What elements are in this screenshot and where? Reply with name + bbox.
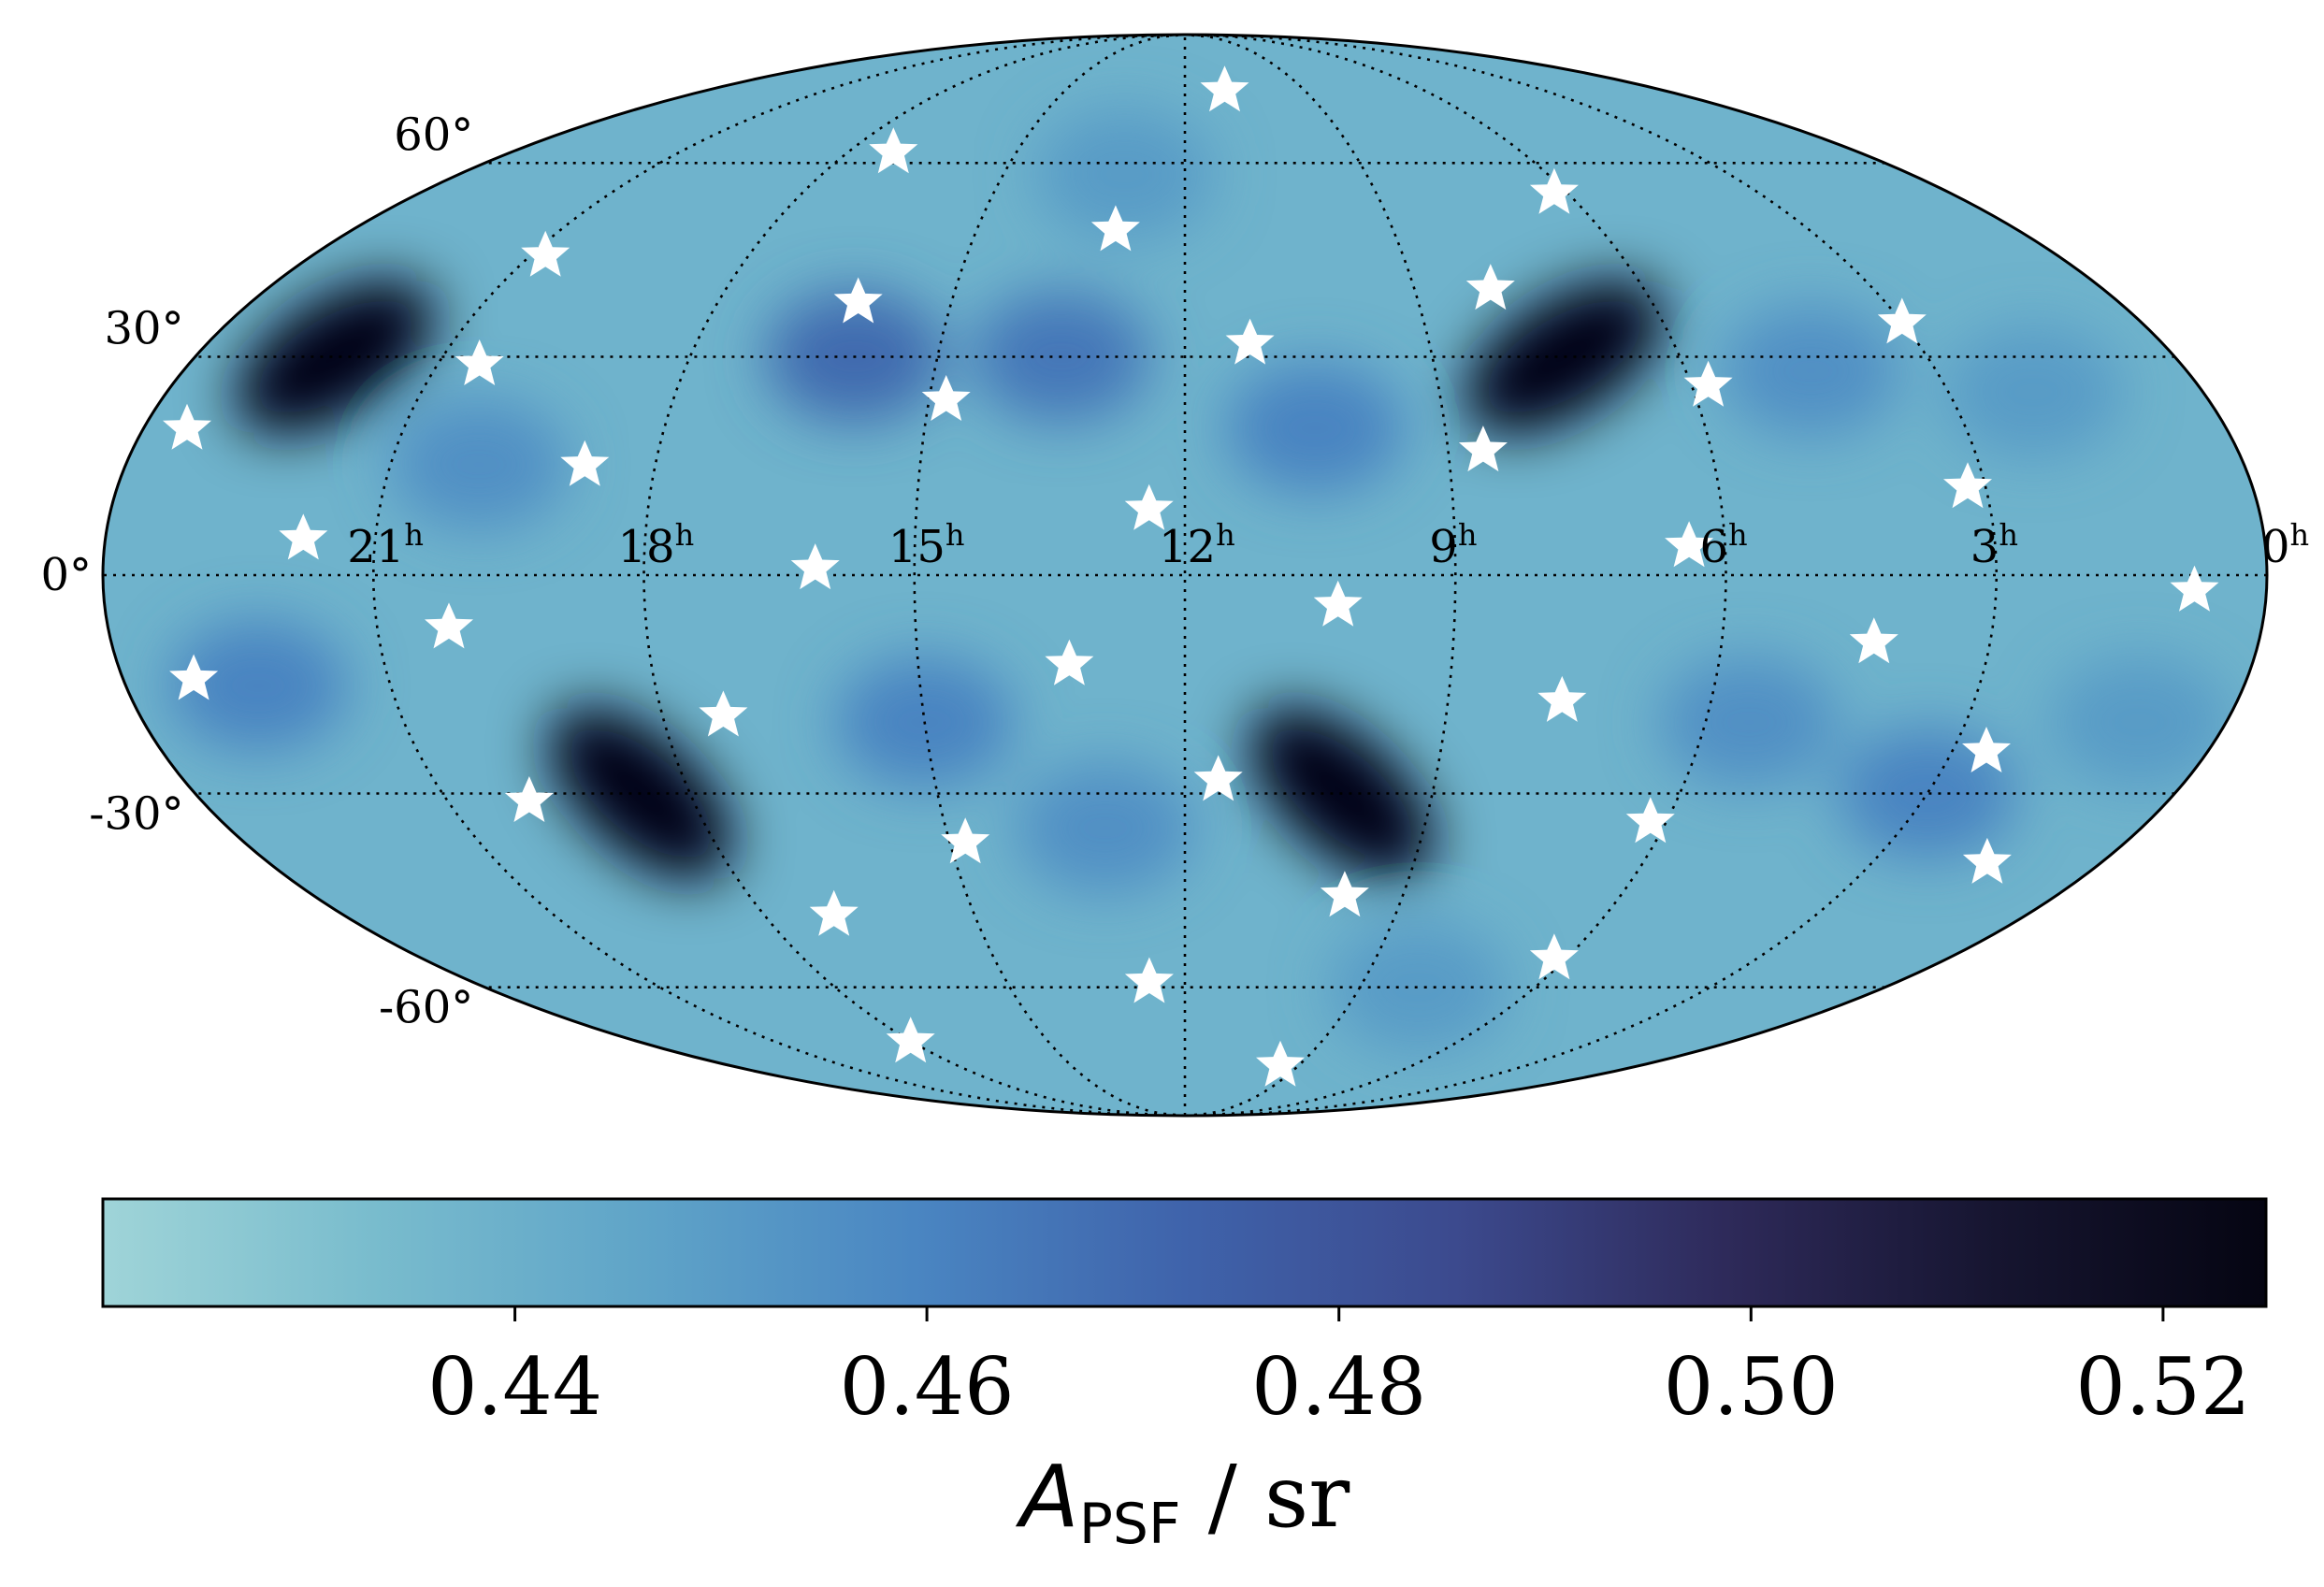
ra-tick-label-sup: h — [945, 517, 965, 553]
heat-blob — [1329, 921, 1508, 1053]
ra-tick-label: 0h — [2261, 517, 2309, 573]
heat-blob — [169, 620, 348, 752]
dec-tick-label: 60° — [394, 108, 473, 161]
colorbar-label-subscript: PSF — [1079, 1492, 1181, 1557]
ra-tick-label-sup: h — [404, 517, 424, 553]
heat-blob — [1035, 108, 1214, 240]
map-border — [101, 33, 2269, 1118]
heat-blob — [2050, 656, 2229, 788]
colorbar-ticks: 0.44 0.46 0.48 0.50 0.52 — [427, 1306, 2250, 1433]
colorbar-tick-label: 0.44 — [427, 1341, 602, 1433]
heat-blob — [1226, 362, 1405, 494]
ra-tick-label-number: 12 — [1159, 521, 1216, 573]
ra-tick-label-sup: h — [1458, 517, 1478, 553]
ra-tick-label-sup: h — [675, 517, 695, 553]
ra-tick-label: 9h — [1429, 517, 1477, 573]
heat-blob — [1838, 728, 2016, 859]
dec-tick-labels: 60° 30° 0° -30° -60° — [40, 108, 473, 1033]
ra-tick-label-number: 18 — [618, 521, 675, 573]
colorbar-tick-label: 0.46 — [840, 1341, 1015, 1433]
colorbar: 0.44 0.46 0.48 0.50 0.52 APSF / sr — [101, 1197, 2268, 1557]
heat-blob — [1016, 762, 1194, 894]
dec-tick-label: 0° — [40, 549, 92, 601]
colorbar-label: APSF / sr — [1016, 1447, 1350, 1557]
ra-tick-label-sup: h — [1999, 517, 2018, 553]
ra-tick-label-number: 21 — [347, 521, 404, 573]
dec-tick-label: 30° — [105, 303, 184, 355]
heat-blob — [1944, 326, 2123, 458]
ra-tick-label: 15h — [888, 517, 965, 573]
ra-tick-label: 12h — [1159, 517, 1235, 573]
colorbar-label-unit: / sr — [1181, 1447, 1350, 1547]
ra-tick-label-number: 3 — [1970, 521, 1999, 573]
ra-tick-label-number: 0 — [2261, 521, 2290, 573]
heat-blob — [1660, 656, 1839, 788]
map-area — [103, 35, 2267, 1116]
ra-tick-label: 21h — [347, 517, 424, 573]
ra-tick-label-number: 15 — [888, 521, 945, 573]
ra-tick-label-number: 6 — [1700, 521, 1729, 573]
graticule — [103, 35, 2267, 1116]
colorbar-gradient — [101, 1197, 2268, 1308]
colorbar-tick-label: 0.48 — [1251, 1341, 1426, 1433]
dec-tick-label: -60° — [379, 982, 473, 1034]
ra-tick-label-sup: h — [1728, 517, 1748, 553]
ra-tick-label-sup: h — [2290, 517, 2310, 553]
heat-blob — [390, 398, 568, 530]
dec-tick-label: -30° — [89, 788, 183, 841]
heat-blob — [1722, 305, 1900, 437]
heat-blob — [235, 279, 436, 435]
colorbar-label-symbol: A — [1016, 1447, 1079, 1547]
ra-gridline — [913, 35, 1186, 1116]
ra-tick-label: 18h — [618, 517, 695, 573]
ra-tick-label-sup: h — [1216, 517, 1235, 553]
ra-tick-labels: 21h 18h 15h 12h 9h 6h 3h 0h — [347, 517, 2309, 573]
ra-tick-label: 6h — [1700, 517, 1748, 573]
ra-tick-label: 3h — [1970, 517, 2018, 573]
ra-gridline — [1184, 35, 1457, 1116]
colorbar-tick-label: 0.50 — [1664, 1341, 1839, 1433]
colorbar-tick-label: 0.52 — [2075, 1341, 2250, 1433]
ra-tick-label-number: 9 — [1429, 521, 1458, 573]
